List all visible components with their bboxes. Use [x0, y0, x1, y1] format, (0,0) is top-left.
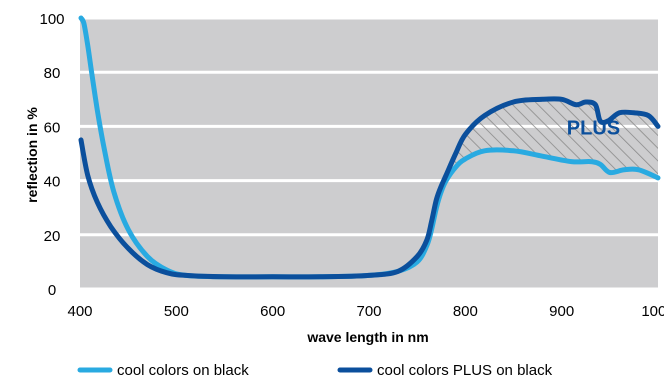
y-tick-label: 40: [44, 174, 61, 191]
x-axis-label: wave length in nm: [306, 329, 428, 345]
y-tick-label: 80: [44, 65, 61, 82]
legend-label-dark: cool colors PLUS on black: [377, 362, 553, 379]
x-tick-label: 900: [549, 303, 574, 320]
y-axis-label: reflection in %: [24, 107, 40, 203]
plus-annotation: PLUS: [567, 118, 620, 140]
plus-gain-area: [446, 99, 658, 181]
x-tick-label: 500: [164, 303, 189, 320]
hatched-gain-area: [446, 99, 658, 181]
series-layer: [78, 15, 661, 280]
legend-item-light: cool colors on black: [77, 362, 249, 379]
x-tick-label: 700: [356, 303, 381, 320]
grid-band: [80, 18, 658, 73]
x-tick-label: 400: [67, 303, 92, 320]
y-tick-label: 60: [44, 119, 61, 136]
grid-band: [80, 180, 658, 235]
legend-label-light: cool colors on black: [117, 362, 249, 379]
legend-item-dark: cool colors PLUS on black: [337, 362, 553, 379]
series-line-dark: [78, 96, 661, 280]
y-tick-label: 0: [48, 282, 56, 299]
y-tick-labels: 0 20 40 60 80 100: [39, 11, 64, 299]
x-tick-label: 600: [260, 303, 285, 320]
x-tick-labels: 400 500 600 700 800 900 1000: [67, 303, 664, 320]
x-tick-label: 1000: [641, 303, 664, 320]
y-tick-label: 100: [39, 11, 64, 28]
plot-background: [80, 16, 658, 291]
grid-band: [80, 234, 658, 289]
legend: cool colors on black cool colors PLUS on…: [77, 362, 553, 379]
x-tick-label: 800: [453, 303, 478, 320]
y-tick-label: 20: [44, 228, 61, 245]
series-line-light: [78, 15, 661, 280]
